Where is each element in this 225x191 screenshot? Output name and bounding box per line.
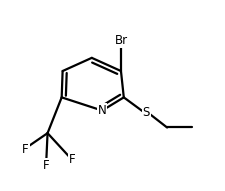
Text: S: S (143, 106, 150, 119)
Text: Br: Br (114, 34, 128, 47)
Text: N: N (98, 104, 106, 117)
Text: F: F (22, 143, 29, 156)
Text: F: F (43, 159, 50, 172)
Text: F: F (69, 153, 75, 166)
